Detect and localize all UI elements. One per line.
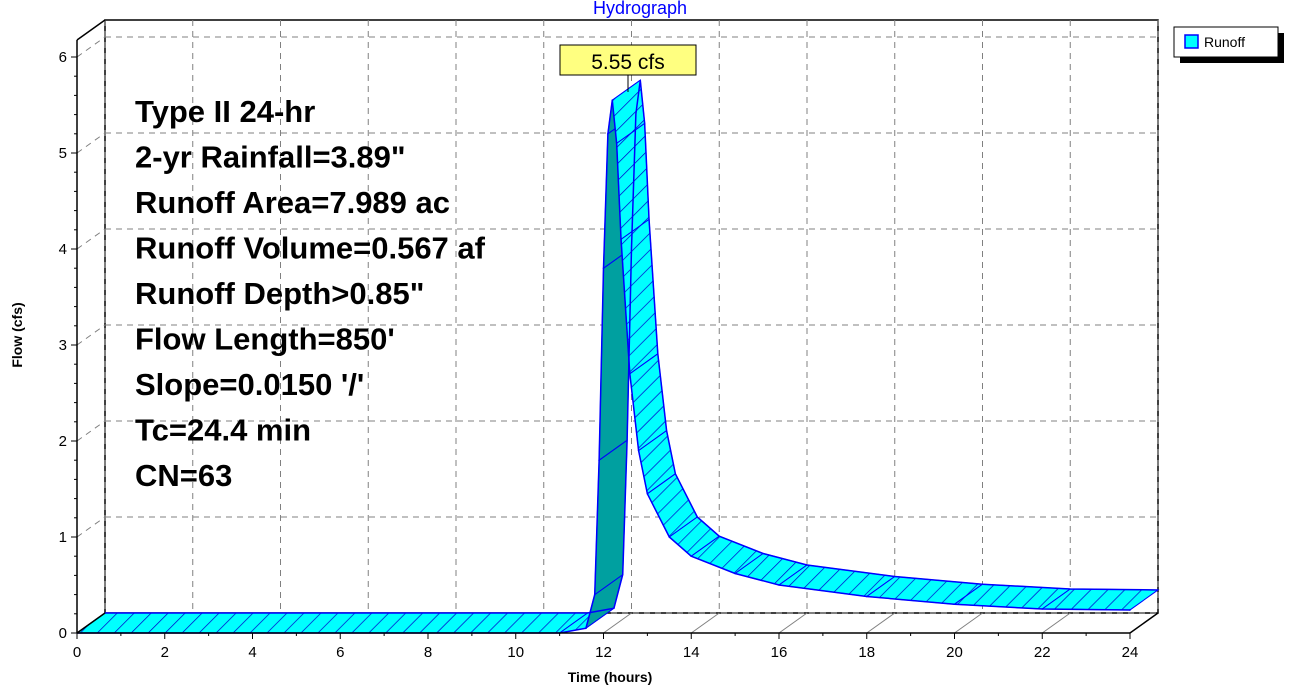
runoff-data-point — [607, 133, 609, 135]
y-tick-label: 4 — [59, 241, 67, 258]
floor-edge-right — [1129, 612, 1159, 634]
info-line: Flow Length=850' — [135, 322, 395, 357]
y-axis-title: Flow (cfs) — [9, 302, 25, 367]
chart-title: Hydrograph — [593, 0, 687, 18]
runoff-data-point — [865, 595, 868, 598]
grid-line-floor — [954, 612, 983, 634]
y-tick-label: 2 — [59, 433, 67, 450]
grid-line-side — [76, 420, 106, 442]
y-tick-label: 5 — [59, 145, 67, 162]
runoff-data-point — [629, 373, 631, 375]
x-tick-label: 10 — [507, 644, 524, 661]
peak-label-box — [559, 44, 697, 76]
info-line: Tc=24.4 min — [135, 413, 311, 448]
runoff-data-point — [690, 555, 693, 557]
y-tick-label: 0 — [59, 625, 67, 642]
grid-line-side — [76, 132, 106, 154]
grid-line-side — [76, 228, 106, 250]
runoff-data-point — [615, 142, 618, 145]
runoff-data-point — [620, 238, 622, 241]
grid-line-side — [76, 324, 106, 346]
grid-line-floor — [866, 612, 896, 634]
x-tick-label: 14 — [683, 644, 700, 661]
x-tick-label: 22 — [1034, 644, 1051, 661]
info-line: Runoff Area=7.989 ac — [135, 185, 450, 220]
grid-line-floor — [603, 612, 632, 634]
x-tick-label: 24 — [1122, 644, 1139, 661]
y-tick-label: 6 — [59, 49, 67, 66]
x-axis-title: Time (hours) — [568, 669, 653, 685]
info-line: Runoff Volume=0.567 af — [135, 231, 486, 266]
info-line: Type II 24-hr — [135, 94, 315, 129]
peak-label: 5.55 cfs — [591, 51, 665, 74]
runoff-data-point — [668, 536, 671, 538]
x-tick-label: 8 — [424, 644, 432, 661]
runoff-data-point — [598, 459, 600, 462]
grid-line-side — [76, 516, 106, 538]
runoff-data-point — [637, 449, 640, 452]
grid-line-floor — [690, 612, 720, 634]
info-line: CN=63 — [135, 458, 232, 493]
runoff-data-point — [585, 627, 587, 629]
runoff-data-point — [953, 603, 956, 605]
info-line: Runoff Depth>0.85" — [135, 276, 424, 311]
y-tick-label: 1 — [59, 529, 67, 546]
peak-callout: 5.55 cfs — [559, 44, 697, 92]
runoff-data-point — [778, 584, 780, 586]
y-tick-label: 3 — [59, 337, 67, 354]
runoff-data-point — [734, 572, 736, 575]
x-tick-label: 20 — [946, 644, 963, 661]
runoff-data-point — [611, 99, 614, 101]
runoff-data-point — [646, 493, 649, 495]
runoff-data-point — [1041, 608, 1044, 610]
grid-line-side — [76, 36, 106, 58]
legend: Runoff — [1173, 26, 1284, 63]
x-tick-label: 6 — [336, 644, 344, 661]
legend-swatch — [1184, 34, 1199, 49]
runoff-series-back-line — [105, 80, 1159, 614]
x-tick-label: 0 — [73, 644, 81, 661]
wall-edge-top — [76, 19, 106, 41]
runoff-data-point — [602, 267, 605, 270]
grid-line-floor — [1041, 612, 1071, 634]
grid-line-floor — [778, 612, 808, 634]
x-tick-label: 2 — [161, 644, 169, 661]
x-tick-label: 12 — [595, 644, 612, 661]
runoff-data-point — [593, 593, 596, 596]
legend-label: Runoff — [1204, 34, 1245, 50]
info-block: Type II 24-hr 2-yr Rainfall=3.89" Runoff A… — [135, 94, 486, 493]
info-line: Slope=0.0150 '/' — [135, 367, 364, 402]
x-tick-label: 16 — [771, 644, 788, 661]
x-tick-label: 18 — [858, 644, 875, 661]
floor-edge-left — [76, 612, 106, 634]
runoff-ribbon-segment — [75, 612, 590, 634]
info-line: 2-yr Rainfall=3.89" — [135, 140, 406, 175]
x-tick-label: 4 — [248, 644, 256, 661]
runoff-data-point — [1129, 609, 1131, 611]
